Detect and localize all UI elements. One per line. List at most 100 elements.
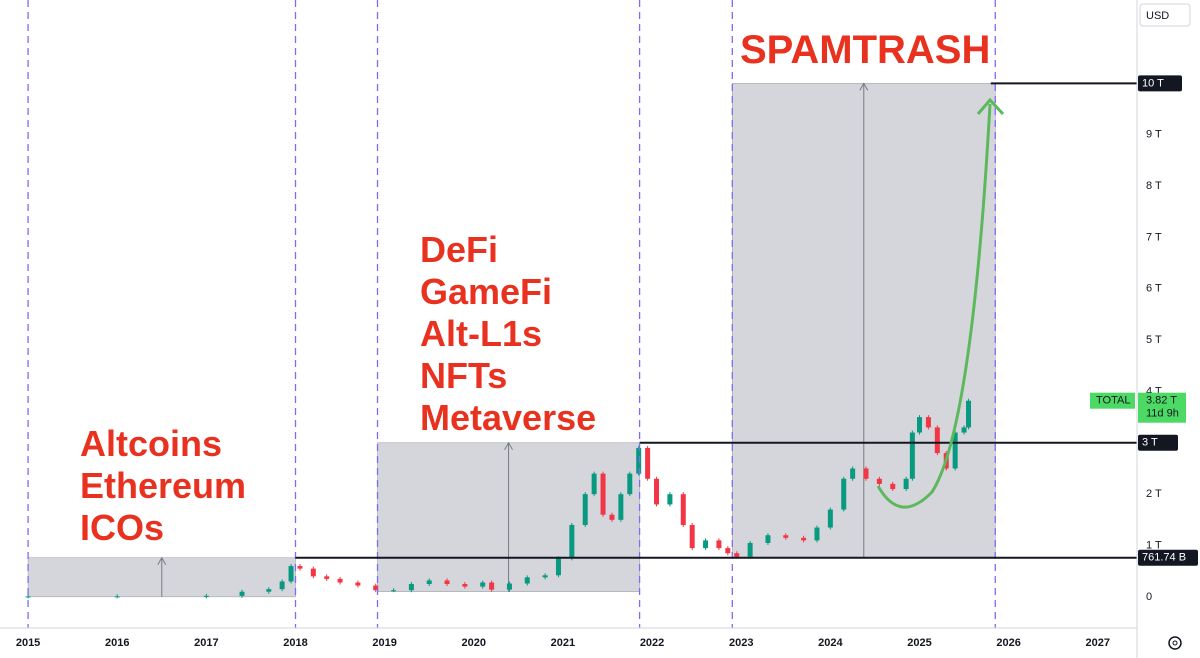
y-tick-label: 8 T <box>1146 180 1162 192</box>
candle <box>591 473 597 495</box>
currency-box[interactable] <box>1139 3 1191 27</box>
annotation-line: DeFi <box>420 229 499 270</box>
last-price-box <box>1138 392 1186 423</box>
level-label: 10 T <box>1142 77 1164 89</box>
x-tick-label: 2016 <box>105 637 129 649</box>
candle <box>890 483 896 490</box>
candle <box>542 575 548 578</box>
candle <box>841 478 847 510</box>
candle <box>689 524 695 549</box>
y-tick-label: 5 T <box>1146 334 1162 346</box>
candle <box>725 548 731 554</box>
x-tick-label: 2022 <box>640 637 664 649</box>
candle <box>667 494 673 505</box>
y-tick-label: 2 T <box>1146 488 1162 500</box>
settings-icon-center <box>1172 640 1178 646</box>
annotation: DeFi GameFi Alt-L1s NFTs Metaverse <box>420 229 596 439</box>
candle <box>25 596 31 598</box>
candle <box>239 591 245 596</box>
candle <box>961 427 967 433</box>
x-tick-label: 2019 <box>372 637 396 649</box>
annotation-line: ICOs <box>80 507 165 548</box>
y-tick-label: 7 T <box>1146 231 1162 243</box>
candle <box>373 585 379 591</box>
candle <box>337 578 343 583</box>
candle <box>618 494 624 520</box>
x-tick-label: 2020 <box>462 637 486 649</box>
candle <box>916 417 922 433</box>
candle <box>355 582 361 586</box>
candle <box>444 580 450 585</box>
candle <box>462 584 468 587</box>
annotation-line: Ethereum <box>80 465 247 506</box>
annotation-line: Alt-L1s <box>420 313 543 354</box>
x-tick-label: 2023 <box>729 637 753 649</box>
candle <box>747 542 753 557</box>
arrow-curve <box>876 103 992 509</box>
candle <box>734 553 740 557</box>
x-tick-label: 2017 <box>194 637 218 649</box>
candle <box>703 540 709 549</box>
candle <box>876 478 882 484</box>
zone-arrow <box>504 441 513 592</box>
level-label: 761.74 B <box>1142 552 1186 564</box>
currency[interactable]: USD <box>1146 10 1169 22</box>
candle <box>489 582 495 590</box>
annotation-line: SPAMTRASH <box>740 28 991 72</box>
candle <box>966 400 972 428</box>
candle <box>582 494 588 525</box>
y-tick-label: 9 T <box>1146 129 1162 141</box>
annotation-line: GameFi <box>420 271 553 312</box>
y-tick-label: 6 T <box>1146 283 1162 295</box>
level-label-box <box>1138 434 1178 451</box>
candle <box>903 478 909 490</box>
annotation: SPAMTRASH <box>740 29 990 71</box>
candle <box>627 473 633 495</box>
candle <box>654 478 660 505</box>
annotation: Altcoins Ethereum ICOs <box>80 423 246 549</box>
candle <box>716 540 722 549</box>
candle <box>324 576 330 579</box>
zone-arrow <box>157 556 167 597</box>
candle <box>391 590 397 592</box>
candle <box>645 447 651 479</box>
candle <box>925 417 931 428</box>
countdown: 11d 9h <box>1146 408 1179 420</box>
candle <box>480 582 486 587</box>
x-tick-label: 2015 <box>16 637 40 649</box>
x-tick-label: 2021 <box>551 637 575 649</box>
candle <box>506 583 512 590</box>
settings-icon[interactable] <box>1168 636 1182 650</box>
x-tick-label: 2026 <box>996 637 1020 649</box>
candle <box>680 494 686 525</box>
candle <box>279 581 285 590</box>
candle <box>909 432 915 479</box>
candle <box>952 432 958 469</box>
candle <box>814 527 820 541</box>
level-label-box <box>1138 549 1198 566</box>
candle <box>850 468 856 479</box>
candle <box>266 589 272 592</box>
candle <box>114 596 120 598</box>
candle <box>555 558 561 576</box>
x-tick-label: 2027 <box>1086 637 1110 649</box>
candle <box>934 427 940 454</box>
x-tick-label: 2018 <box>283 637 307 649</box>
candle <box>408 584 414 591</box>
candle <box>203 595 209 597</box>
level-label-box <box>1138 75 1182 92</box>
candle <box>636 447 642 474</box>
candle <box>609 514 615 520</box>
candle <box>524 577 530 584</box>
candle <box>297 566 303 569</box>
annotation-line: Altcoins <box>80 423 223 464</box>
last-price-label: 3.82 T <box>1146 395 1177 407</box>
annotation-line: Metaverse <box>420 397 597 438</box>
x-tick-label: 2024 <box>818 637 843 649</box>
candle <box>600 473 606 515</box>
candle <box>801 537 807 541</box>
candle <box>310 568 316 577</box>
y-tick-label: 1 T <box>1146 539 1162 551</box>
level-label: 3 T <box>1142 437 1158 449</box>
